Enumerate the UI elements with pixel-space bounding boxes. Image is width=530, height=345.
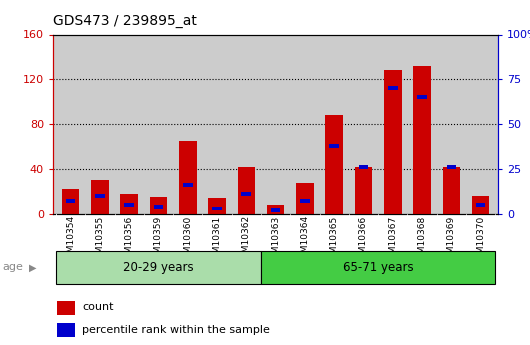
Bar xyxy=(149,197,167,214)
Bar xyxy=(154,205,163,209)
FancyBboxPatch shape xyxy=(56,251,261,284)
Bar xyxy=(66,199,75,203)
Bar xyxy=(242,192,251,196)
Text: ▶: ▶ xyxy=(29,263,37,272)
Text: 20-29 years: 20-29 years xyxy=(123,261,194,274)
Bar xyxy=(183,183,192,187)
Bar xyxy=(212,207,222,210)
Bar xyxy=(95,194,105,198)
Text: GDS473 / 239895_at: GDS473 / 239895_at xyxy=(53,13,197,28)
Bar xyxy=(476,203,485,207)
Bar xyxy=(296,183,314,214)
Bar xyxy=(472,196,489,214)
Bar xyxy=(62,189,80,214)
Text: 65-71 years: 65-71 years xyxy=(343,261,413,274)
Bar xyxy=(300,199,310,203)
Text: age: age xyxy=(3,263,23,272)
Bar xyxy=(417,95,427,99)
Bar xyxy=(125,203,134,207)
Text: percentile rank within the sample: percentile rank within the sample xyxy=(82,325,270,335)
Text: count: count xyxy=(82,303,113,313)
FancyBboxPatch shape xyxy=(261,251,495,284)
Bar xyxy=(120,194,138,214)
Bar xyxy=(179,141,197,214)
Bar xyxy=(267,205,285,214)
Bar xyxy=(443,167,460,214)
Bar xyxy=(208,198,226,214)
Bar xyxy=(355,167,372,214)
Bar xyxy=(446,165,456,169)
FancyBboxPatch shape xyxy=(57,323,75,337)
Bar xyxy=(384,70,402,214)
Bar xyxy=(388,86,398,90)
Bar xyxy=(359,165,368,169)
Bar xyxy=(91,180,109,214)
FancyBboxPatch shape xyxy=(57,301,75,315)
Bar xyxy=(325,115,343,214)
Bar xyxy=(271,208,280,212)
Bar xyxy=(237,167,255,214)
Bar xyxy=(413,66,431,214)
Bar xyxy=(329,144,339,148)
